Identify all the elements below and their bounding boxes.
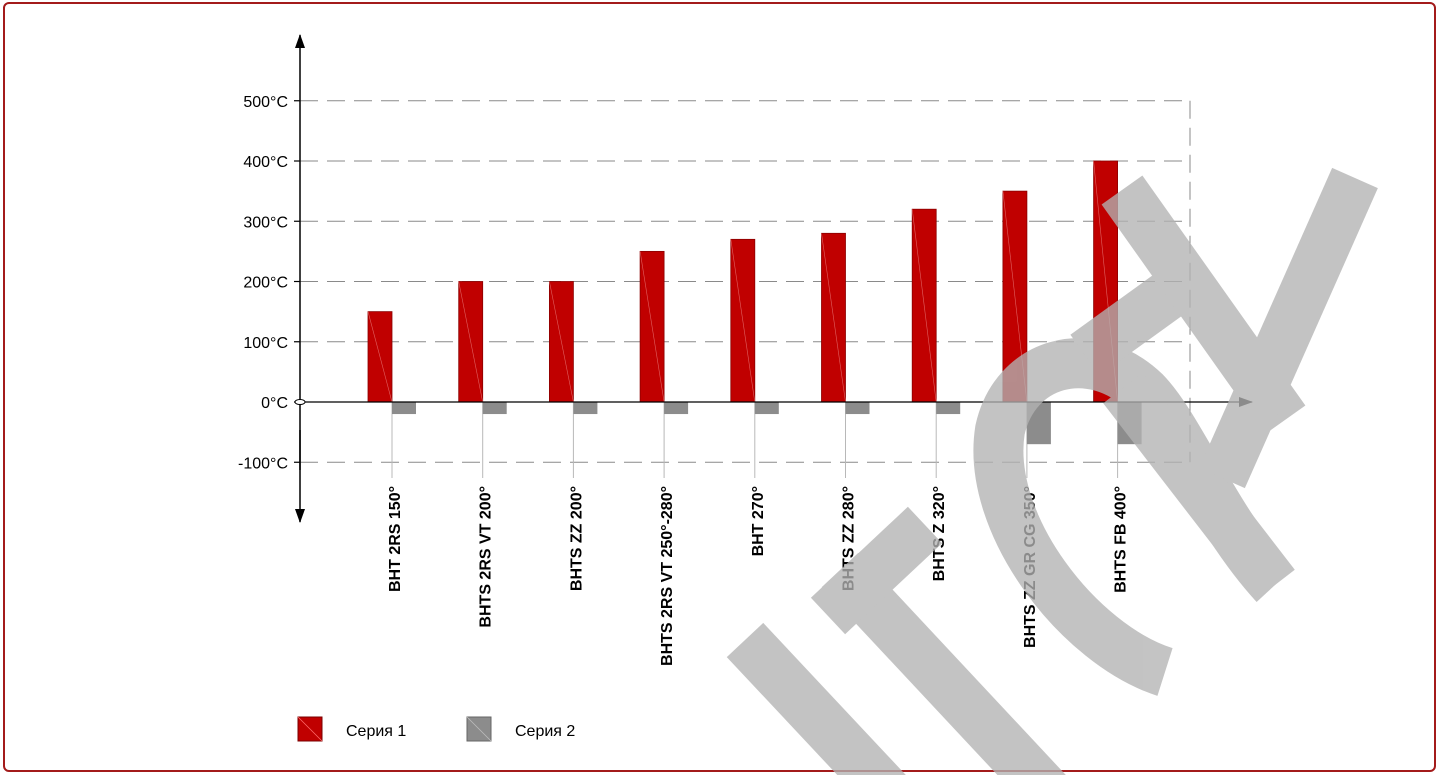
bar-series-2 xyxy=(845,402,870,415)
y-tick-label: 0°C xyxy=(261,395,288,412)
bar-series-2 xyxy=(482,402,507,415)
bar-series-1-hatch xyxy=(367,311,393,403)
watermark-glyph-2 xyxy=(821,552,1066,775)
bar-series-1-hatch xyxy=(911,209,937,403)
watermark-glyph-5 xyxy=(1103,372,1295,601)
category-label: BHTS ZZ 200° xyxy=(568,486,585,591)
bar-series-1-hatch xyxy=(458,281,483,403)
legend: Серия 1 Серия 2 xyxy=(297,716,575,742)
legend-swatch-series-2-hatch xyxy=(466,716,492,742)
category-label: BHTS Z 320° xyxy=(931,486,948,581)
watermark xyxy=(726,167,1378,775)
y-tick-label: 100°C xyxy=(243,335,288,352)
category-label: BHTS 2RS VT 250°-280° xyxy=(659,486,676,666)
bar-series-1-hatch xyxy=(549,281,574,403)
legend-label-series-2: Серия 2 xyxy=(515,723,575,740)
category-label: BHT 2RS 150° xyxy=(387,486,404,592)
category-label: BHT 270° xyxy=(750,486,767,556)
chart-frame xyxy=(3,2,1436,772)
y-tick-labels: -100°C 0°C 100°C 200°C 300°C 400°C 500°C xyxy=(238,94,288,473)
legend-swatch-series-1-hatch xyxy=(297,716,323,742)
bar-series-1-hatch xyxy=(639,251,665,403)
watermark-glyph-1 xyxy=(726,622,906,775)
category-label: BHTS 2RS VT 200° xyxy=(478,486,495,628)
bar-series-1-hatch xyxy=(730,239,756,403)
y-tick-label: 400°C xyxy=(243,154,288,171)
bar-series-2 xyxy=(754,402,779,415)
bar-series-2 xyxy=(392,402,416,415)
y-tick-label: 500°C xyxy=(243,94,288,111)
bar-series-2 xyxy=(573,402,598,415)
bar-series-2 xyxy=(664,402,689,415)
axis-origin-marker xyxy=(294,399,306,405)
category-label: BHTS FB 400° xyxy=(1113,486,1130,593)
legend-label-series-1: Серия 1 xyxy=(346,723,406,740)
bar-series-2 xyxy=(936,402,961,415)
y-tick-label: 300°C xyxy=(243,214,288,231)
y-tick-label: 200°C xyxy=(243,275,288,292)
axes xyxy=(294,34,1253,523)
bar-series-1-hatch xyxy=(821,233,846,403)
y-tick-label: -100°C xyxy=(238,455,288,472)
watermark-glyph-3 xyxy=(810,506,943,635)
watermark-glyph-8 xyxy=(1199,167,1378,489)
